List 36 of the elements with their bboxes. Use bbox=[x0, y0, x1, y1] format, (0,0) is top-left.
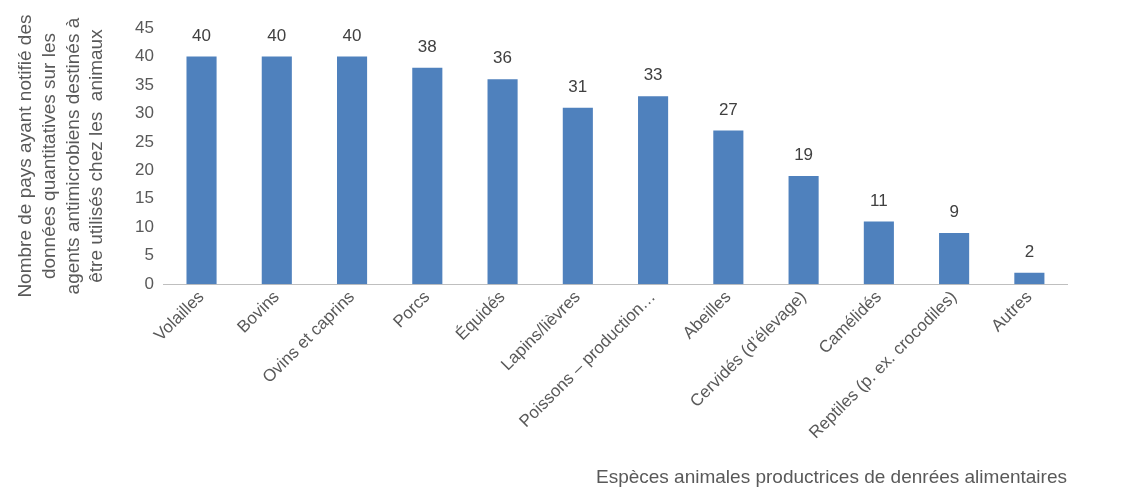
y-tick-label: 10 bbox=[134, 216, 154, 236]
data-label: 2 bbox=[1024, 241, 1035, 261]
bar bbox=[1014, 272, 1045, 285]
bar bbox=[713, 130, 744, 285]
data-label: 27 bbox=[718, 99, 738, 119]
data-label: 40 bbox=[192, 25, 211, 45]
y-tick-label: 5 bbox=[144, 245, 154, 265]
bar bbox=[412, 67, 443, 285]
bar bbox=[261, 56, 292, 285]
y-tick-label: 25 bbox=[134, 131, 154, 151]
data-label: 33 bbox=[643, 65, 663, 85]
y-tick-label: 40 bbox=[134, 46, 154, 66]
y-tick-label: 15 bbox=[134, 188, 154, 208]
data-label: 31 bbox=[568, 76, 588, 96]
y-tick-label: 20 bbox=[134, 159, 154, 179]
bar bbox=[487, 79, 518, 285]
data-label: 9 bbox=[949, 202, 959, 222]
bar bbox=[788, 175, 819, 285]
y-tick-label: 35 bbox=[134, 74, 154, 94]
bar bbox=[337, 56, 368, 285]
data-label: 19 bbox=[794, 145, 814, 165]
y-axis-title: Nombre de pays ayant notifié des données quantitatives sur les agents antimicrobiens destinés à être utilisés chez les animaux bbox=[14, 14, 107, 298]
data-label: 40 bbox=[342, 25, 362, 45]
bar bbox=[939, 232, 970, 285]
bar bbox=[863, 221, 894, 285]
data-label: 11 bbox=[870, 190, 888, 210]
y-tick-label: 45 bbox=[134, 17, 154, 37]
y-tick-label: 0 bbox=[144, 273, 154, 293]
bar bbox=[638, 96, 669, 285]
data-label: 40 bbox=[267, 25, 287, 45]
bar bbox=[186, 56, 217, 285]
x-axis-title: Espèces animales productrices de denrées alimentaires bbox=[595, 465, 1067, 487]
y-tick-label: 30 bbox=[134, 103, 154, 123]
bar bbox=[562, 107, 593, 285]
data-label: 38 bbox=[417, 37, 437, 57]
data-label: 36 bbox=[493, 48, 513, 68]
